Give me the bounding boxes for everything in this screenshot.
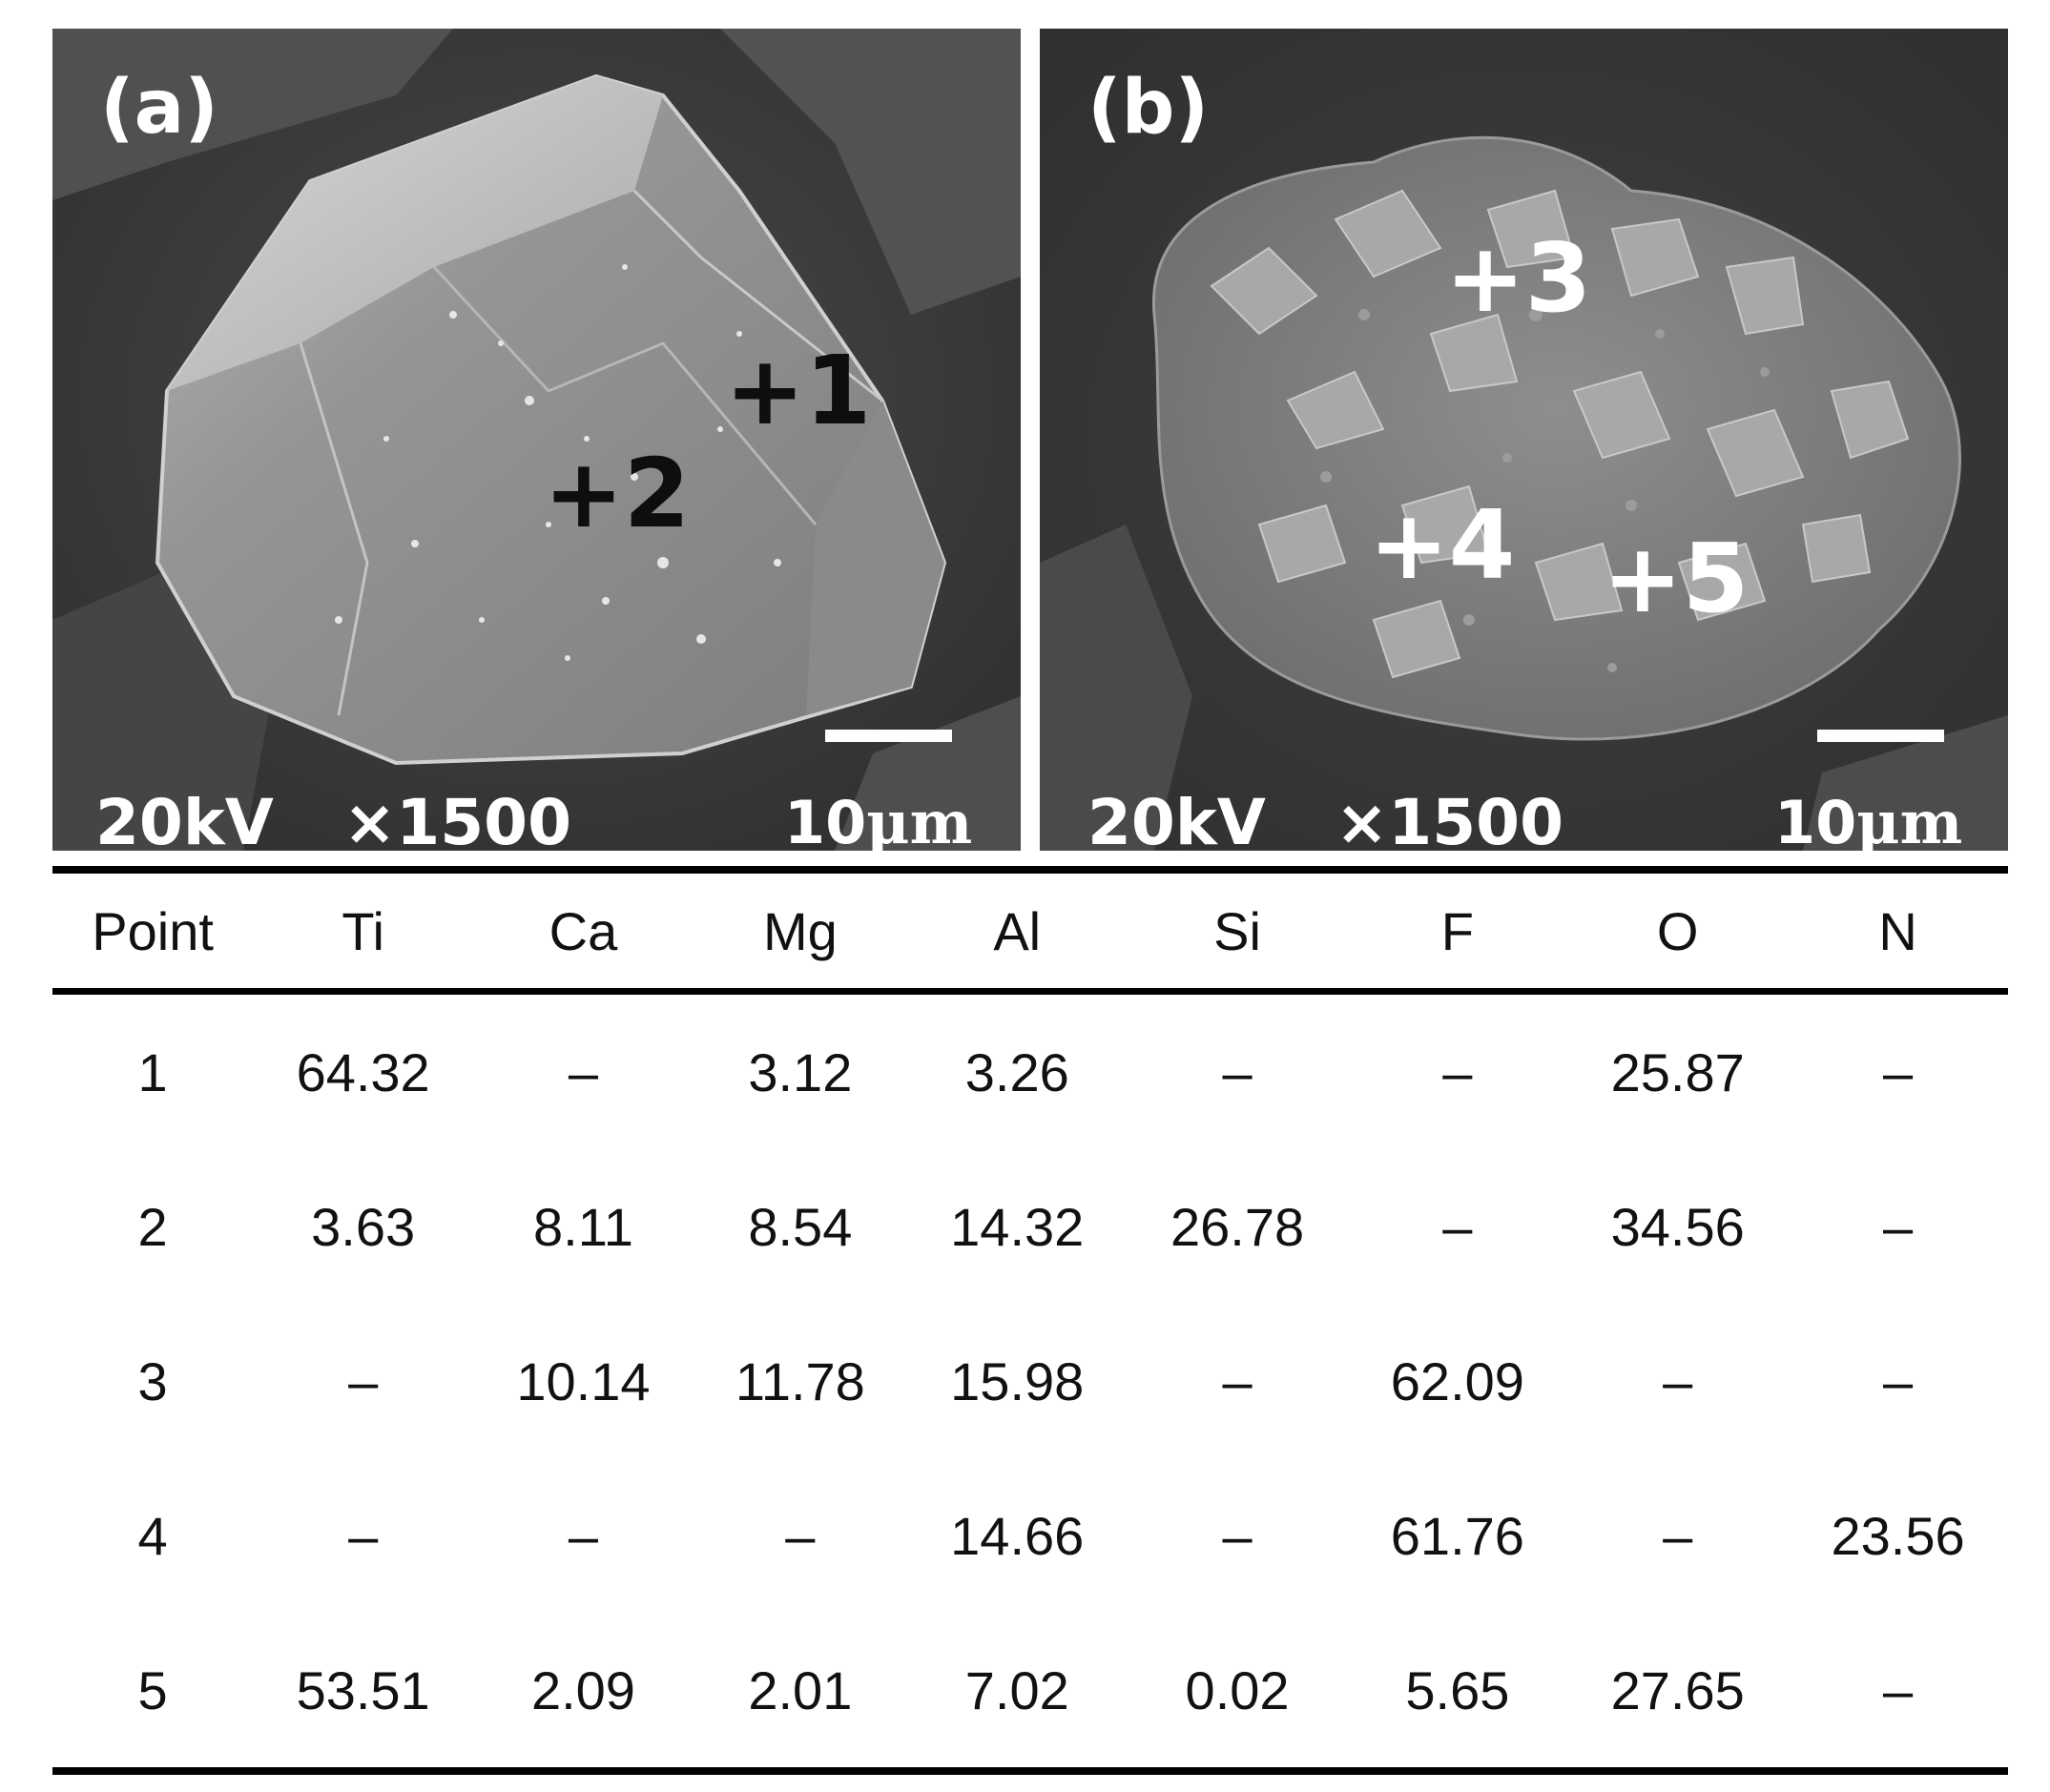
table-cell: 2	[137, 1196, 168, 1257]
header-ca: Ca	[549, 900, 618, 961]
table-cell: 11.78	[735, 1350, 865, 1411]
table-cell: 53.51	[296, 1659, 430, 1720]
table-cell: 3.63	[311, 1196, 416, 1257]
table-cell: 27.65	[1610, 1659, 1745, 1720]
table-row: 3 – 10.14 11.78 15.98 – 62.09 – –	[52, 1304, 2008, 1458]
table-cell: –	[1222, 1041, 1253, 1102]
table-cell: –	[348, 1505, 379, 1566]
table-row: 1 64.32 – 3.12 3.26 – – 25.87 –	[52, 992, 2008, 1150]
scale-bar-b	[1817, 730, 1944, 742]
table-cell: 64.32	[296, 1041, 430, 1102]
table-cell: 25.87	[1610, 1041, 1745, 1102]
table-cell: 3.12	[748, 1041, 853, 1102]
table-cell: –	[1222, 1505, 1253, 1566]
table-cell: 5.65	[1405, 1659, 1510, 1720]
header-mg: Mg	[762, 900, 838, 961]
table-cell: –	[1442, 1041, 1473, 1102]
table-cell: –	[568, 1505, 599, 1566]
eds-composition-table: Point Ti Ca Mg Al Si F O N 1 64.32 – 3.1…	[52, 866, 2008, 1775]
point-marker-4: +4	[1369, 489, 1516, 601]
magnification-label-b: ×1500	[1336, 786, 1563, 852]
table-cell: 23.56	[1831, 1505, 1965, 1566]
table-cell: 8.54	[748, 1196, 853, 1257]
header-si: Si	[1213, 900, 1261, 961]
table-cell: 3	[137, 1350, 168, 1411]
scale-label-b: 10μm	[1774, 788, 1963, 852]
table-cell: 3.26	[964, 1041, 1069, 1102]
table-cell: 34.56	[1610, 1196, 1745, 1257]
scale-label-a: 10μm	[784, 788, 973, 852]
table-cell: 8.11	[533, 1196, 633, 1257]
header-ti: Ti	[342, 900, 384, 961]
table-cell: 14.32	[950, 1196, 1085, 1257]
table-cell: 7.02	[964, 1659, 1069, 1720]
header-al: Al	[993, 900, 1042, 961]
point-marker-3: +3	[1445, 222, 1592, 334]
table-cell: –	[1882, 1350, 1914, 1411]
table-row: 5 53.51 2.09 2.01 7.02 0.02 5.65 27.65 –	[52, 1613, 2008, 1771]
voltage-label-a: 20kV	[95, 786, 274, 852]
table-cell: 62.09	[1390, 1350, 1524, 1411]
table-cell: –	[785, 1505, 816, 1566]
table-cell: 4	[137, 1505, 168, 1566]
table-cell: 2.09	[530, 1659, 635, 1720]
sem-micrograph-b	[1040, 29, 2008, 851]
table-cell: –	[1663, 1350, 1693, 1411]
table-cell: –	[348, 1350, 379, 1411]
panel-label-a: (a)	[100, 65, 218, 151]
table-cell: –	[1882, 1659, 1914, 1720]
table-row: 4 – – – 14.66 – 61.76 – 23.56	[52, 1458, 2008, 1613]
sem-image-b: (b) +3 +4 +5 20kV ×1500 10μm	[1040, 29, 2008, 851]
table-cell: –	[1442, 1196, 1473, 1257]
table-cell: 61.76	[1390, 1505, 1524, 1566]
voltage-label-b: 20kV	[1087, 786, 1266, 852]
sem-micrograph-a	[52, 29, 1021, 851]
point-marker-5: +5	[1603, 523, 1750, 634]
table-cell: 5	[137, 1659, 168, 1720]
table-cell: –	[1663, 1505, 1693, 1566]
table-cell: 1	[137, 1041, 168, 1102]
table-cell: 14.66	[950, 1505, 1085, 1566]
table-header-row: Point Ti Ca Mg Al Si F O N	[52, 870, 2008, 992]
table-row: 2 3.63 8.11 8.54 14.32 26.78 – 34.56 –	[52, 1149, 2008, 1304]
table-cell: 26.78	[1170, 1196, 1305, 1257]
panel-label-b: (b)	[1087, 65, 1210, 151]
table-cell: 2.01	[748, 1659, 853, 1720]
point-marker-1: +1	[725, 335, 872, 446]
magnification-label-a: ×1500	[343, 786, 571, 852]
table-cell: 15.98	[950, 1350, 1085, 1411]
header-f: F	[1440, 900, 1474, 961]
header-o: O	[1656, 900, 1699, 961]
table-cell: –	[1882, 1196, 1914, 1257]
sem-image-a: (a) +1 +2 20kV ×1500 10μm	[52, 29, 1021, 851]
header-point: Point	[92, 900, 214, 961]
table-cell: –	[568, 1041, 599, 1102]
header-n: N	[1878, 900, 1917, 961]
point-marker-2: +2	[544, 438, 691, 549]
table-cell: 10.14	[516, 1350, 651, 1411]
table-cell: –	[1222, 1350, 1253, 1411]
scale-bar-a	[825, 730, 952, 742]
table-cell: –	[1882, 1041, 1914, 1102]
table-cell: 0.02	[1185, 1659, 1290, 1720]
